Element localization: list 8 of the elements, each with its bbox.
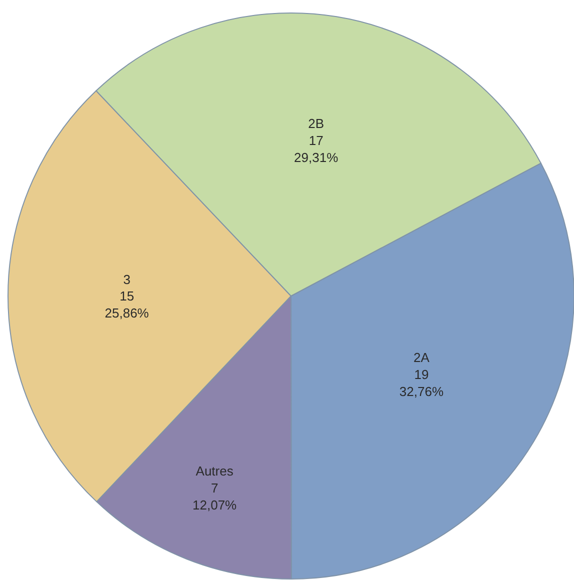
data-label: 17 29,31% [294,132,339,165]
slice-label: 2B [308,116,324,132]
slice-label: 2A [414,350,430,366]
slice-label: 3 [123,272,130,287]
data-label: 7 12,07% [192,480,238,512]
slice-label: Autres [196,464,234,479]
data-label: 15 25,86% [104,288,150,321]
data-label: 19 32,76% [399,366,444,399]
